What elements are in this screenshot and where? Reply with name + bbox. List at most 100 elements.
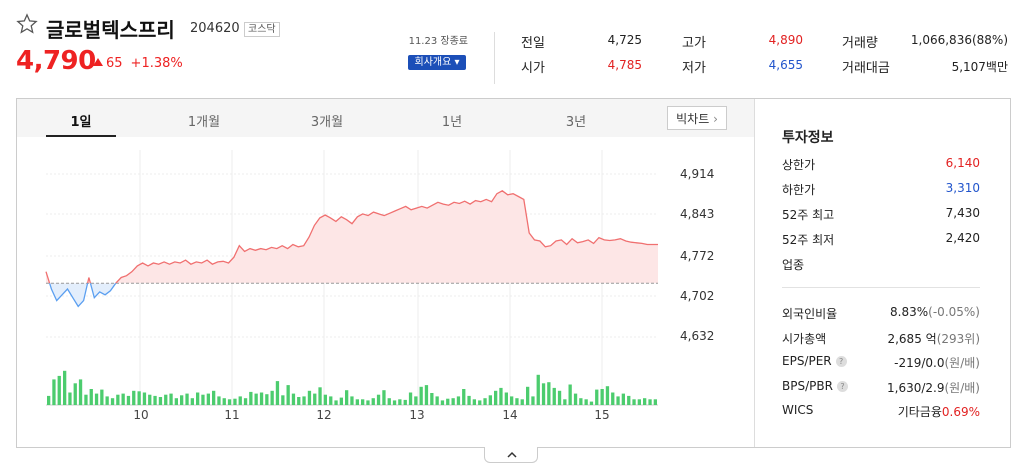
investment-value-sub: (293위) (936, 331, 980, 346)
volume-bar (510, 396, 514, 405)
volume-bar (563, 399, 567, 405)
y-tick-label: 4,772 (680, 249, 715, 263)
volume-bar (185, 393, 189, 405)
investment-value: 1,630/2.9(원/배) (887, 379, 980, 396)
volume-bar (584, 399, 588, 405)
volume-bar (302, 396, 306, 405)
price-line-up (45, 190, 658, 284)
investment-label: 시가총액 (782, 330, 826, 347)
quote-value: 4,725 (607, 33, 642, 47)
favorite-star-icon[interactable] (16, 13, 38, 35)
volume-bar (611, 392, 615, 405)
volume-bar (478, 400, 482, 405)
help-icon[interactable]: ? (835, 356, 847, 367)
volume-bar (73, 383, 77, 405)
volume-bar (121, 393, 125, 405)
investment-value-main: 2,685 억 (887, 331, 937, 346)
volume-bar (148, 394, 152, 405)
volume-bar (414, 396, 418, 405)
volume-bar (126, 395, 131, 405)
divider (782, 287, 980, 288)
volume-bar (573, 393, 578, 405)
quote-value: 1,066,836(88%) (910, 33, 1008, 47)
company-overview-button[interactable]: 회사개요 ▾ (408, 55, 466, 70)
investment-value: 6,140 (945, 156, 980, 170)
tab-1month[interactable]: 1개월 (187, 115, 221, 130)
volume-bar (243, 398, 248, 405)
volume-bar (435, 396, 439, 405)
volume-bar (536, 374, 540, 405)
volume-bar (605, 386, 610, 405)
volume-bar (653, 399, 657, 405)
x-tick-label: 15 (594, 408, 610, 422)
investment-value-sub: (원/배) (944, 356, 981, 370)
change-amount: 65 (106, 56, 123, 71)
big-chart-button[interactable]: 빅차트 › (667, 106, 727, 130)
investment-value-sub: (-0.05%) (928, 305, 980, 319)
volume-bar (169, 393, 173, 405)
volume-bar (323, 394, 327, 405)
investment-value: 2,420 (945, 231, 980, 245)
volume-bar (307, 390, 312, 406)
quote-value: 4,785 (607, 58, 642, 72)
volume-bar (589, 401, 594, 405)
tab-3month[interactable]: 3개월 (310, 115, 344, 130)
x-tick-label: 12 (316, 408, 332, 422)
investment-label: 상한가 (782, 158, 816, 172)
volume-bar (361, 399, 365, 405)
volume-bar (174, 398, 178, 405)
volume-bar (52, 379, 56, 406)
investment-label: BPS/PBR? (782, 379, 848, 393)
volume-bar (627, 395, 631, 405)
collapse-toggle[interactable] (484, 447, 538, 463)
volume-bar (137, 391, 141, 405)
volume-bar (63, 370, 67, 405)
volume-bar (467, 395, 471, 405)
help-icon[interactable]: ? (836, 380, 848, 392)
investment-label: 하한가 (782, 183, 816, 197)
volume-bar (100, 389, 104, 405)
price-area-down (49, 283, 116, 307)
volume-bar (158, 397, 163, 405)
x-tick-label: 13 (409, 408, 425, 422)
volume-bar (456, 396, 461, 405)
stock-code: 204620 (190, 21, 240, 36)
volume-bar (89, 389, 93, 405)
volume-bar (392, 400, 397, 405)
change-percent: +1.38% (130, 56, 183, 71)
quote-label: 거래대금 (842, 61, 890, 76)
volume-bar (265, 394, 269, 405)
quote-label: 전일 (521, 36, 545, 51)
volume-bar (291, 393, 296, 405)
volume-bar (557, 390, 562, 406)
investment-value-sub: (원/배) (944, 380, 981, 395)
volume-bar (541, 383, 546, 405)
quote-label: 시가 (521, 61, 545, 76)
tab-1year[interactable]: 1년 (441, 115, 463, 130)
volume-bar (547, 382, 551, 405)
tab-3year[interactable]: 3년 (565, 115, 587, 130)
investment-value: 기타금융0.69% (898, 403, 980, 420)
up-arrow-icon (93, 58, 103, 66)
volume-bar (164, 394, 168, 405)
volume-bar (233, 398, 237, 405)
volume-bar (643, 398, 647, 405)
volume-bar (212, 390, 216, 406)
volume-bar (387, 398, 391, 405)
volume-bar (78, 379, 83, 406)
investment-value-main: -219/0.0 (894, 356, 945, 370)
volume-bar (408, 392, 413, 405)
volume-bar (57, 375, 61, 405)
investment-value: 3,310 (945, 181, 980, 195)
investment-value: -219/0.0(원/배) (894, 354, 980, 371)
tab-1day[interactable]: 1일 (70, 115, 92, 130)
investment-value-main: 1,630/2.9 (887, 380, 945, 395)
volume-bar (526, 386, 530, 405)
volume-bar (451, 398, 455, 405)
volume-bar (116, 394, 120, 405)
investment-label: 52주 최저 (782, 233, 835, 247)
y-tick-label: 4,702 (680, 289, 715, 303)
volume-bar (579, 398, 583, 405)
volume-bar (238, 396, 242, 405)
